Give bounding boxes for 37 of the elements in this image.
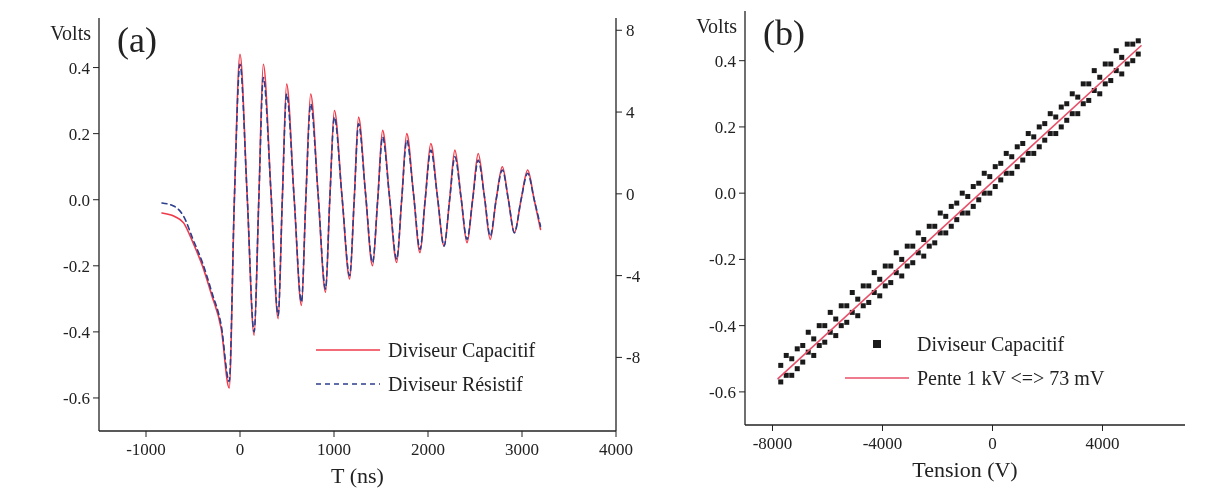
y2-tick-label: -8 — [626, 348, 641, 368]
y-tick-label: 0.0 — [68, 190, 90, 210]
x-tick-label: 0 — [988, 434, 997, 453]
x-axis-title: T (ns) — [331, 463, 384, 488]
x-axis-title: Tension (V) — [912, 457, 1018, 482]
legend-label: Pente 1 kV <=> 73 mV — [917, 367, 1105, 389]
y2-tick-label: 8 — [626, 21, 635, 41]
y-tick-label: 0.0 — [714, 184, 736, 204]
x-tick-label: -4000 — [862, 434, 903, 453]
chart-title: (b) — [763, 13, 805, 53]
x-tick-label: -1000 — [126, 440, 166, 459]
y2-tick-label: -4 — [626, 266, 641, 286]
y-tick-label: -0.2 — [709, 250, 736, 270]
x-tick-label: 0 — [235, 440, 245, 459]
y-tick-label: -0.6 — [63, 388, 90, 408]
y-axis-title: Volts — [696, 15, 738, 37]
y-axis-title: Volts — [50, 22, 92, 44]
y-tick-label: -0.4 — [709, 316, 737, 336]
y-tick-label: 0.2 — [714, 117, 736, 137]
y2-tick-label: 4 — [626, 103, 635, 123]
y-tick-label: -0.2 — [63, 256, 90, 276]
y-tick-label: 0.4 — [714, 51, 737, 71]
legend-label: Diviseur Capacitif — [917, 333, 1065, 356]
legend-label: Diviseur Résistif — [388, 373, 524, 395]
y2-tick-label: 0 — [626, 184, 635, 204]
x-tick-label: 1000 — [317, 440, 351, 459]
x-tick-label: 4000 — [599, 440, 633, 459]
legend-label: Diviseur Capacitif — [388, 339, 536, 362]
y-tick-label: 0.2 — [68, 124, 90, 144]
x-tick-label: -8000 — [752, 434, 793, 453]
y-tick-label: -0.4 — [63, 322, 91, 342]
y-tick-label: -0.6 — [709, 382, 736, 402]
chart-title: (a) — [117, 20, 157, 60]
x-tick-label: 4000 — [1085, 434, 1120, 453]
x-tick-label: 2000 — [411, 440, 445, 459]
y-tick-label: 0.4 — [68, 58, 91, 78]
x-tick-label: 3000 — [505, 440, 539, 459]
